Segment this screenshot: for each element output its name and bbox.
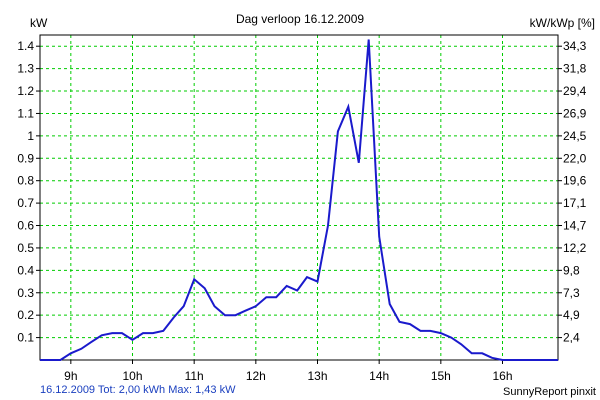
y-axis-left-label: kW [30,16,48,30]
y-axis-right-label: kW/kWp [%] [530,16,595,30]
x-tick-label: 11h [185,369,204,383]
y-tick-label-right: 4,9 [563,308,580,322]
footer-summary: 16.12.2009 Tot: 2,00 kWh Max: 1,43 kW [40,384,236,396]
y-axis-right: 2,4 4,9 7,3 9,8 12,2 14,7 17,1 19,6 22,0 24,5 26,9… [558,39,587,345]
x-tick-label: 12h [246,369,266,383]
x-axis: 9h 10h 11h 12h 13h 14h 15h 16h [64,360,513,383]
y-tick-label-right: 9,8 [563,263,580,277]
y-tick-label-left: 0.6 [17,219,34,233]
y-tick-label-right: 26,9 [563,106,587,120]
y-tick-label-right: 34,3 [563,39,587,53]
y-axis-left: 0.1 0.2 0.3 0.4 0.5 0.6 0.7 0.8 0.9 1 1.1 1.2 1.3 1.4 [17,39,40,345]
y-tick-label-left: 0.7 [17,196,34,210]
y-tick-label-left: 1.1 [17,106,34,120]
y-tick-label-left: 0.2 [17,308,34,322]
y-tick-label-right: 12,2 [563,241,587,255]
x-tick-label: 14h [369,369,389,383]
y-tick-label-right: 17,1 [563,196,587,210]
y-tick-label-left: 1 [27,129,34,143]
footer-credit: SunnyReport pinxit [503,386,596,398]
chart-title: Dag verloop 16.12.2009 [236,12,364,26]
y-tick-label-left: 0.1 [17,331,34,345]
y-tick-label-right: 19,6 [563,174,587,188]
series-line-power [40,39,558,361]
y-tick-label-left: 1.3 [17,62,34,76]
y-tick-label-right: 14,7 [563,219,587,233]
y-tick-label-left: 0.3 [17,286,34,300]
y-tick-label-right: 24,5 [563,129,587,143]
y-tick-label-right: 29,4 [563,84,587,98]
y-tick-label-left: 1.2 [17,84,34,98]
x-tick-label: 15h [431,369,451,383]
x-tick-label: 9h [64,369,77,383]
y-tick-label-left: 0.4 [17,263,34,277]
plot-frame [39,34,559,361]
y-tick-label-right: 2,4 [563,331,580,345]
x-tick-label: 16h [492,369,512,383]
y-tick-label-right: 7,3 [563,286,580,300]
y-tick-label-left: 1.4 [17,39,34,53]
x-tick-label: 13h [307,369,327,383]
y-tick-label-left: 0.5 [17,241,34,255]
x-tick-label: 10h [122,369,142,383]
y-tick-label-left: 0.8 [17,174,34,188]
grid [40,35,558,360]
y-tick-label-left: 0.9 [17,151,34,165]
y-tick-label-right: 22,0 [563,151,587,165]
y-tick-label-right: 31,8 [563,62,587,76]
